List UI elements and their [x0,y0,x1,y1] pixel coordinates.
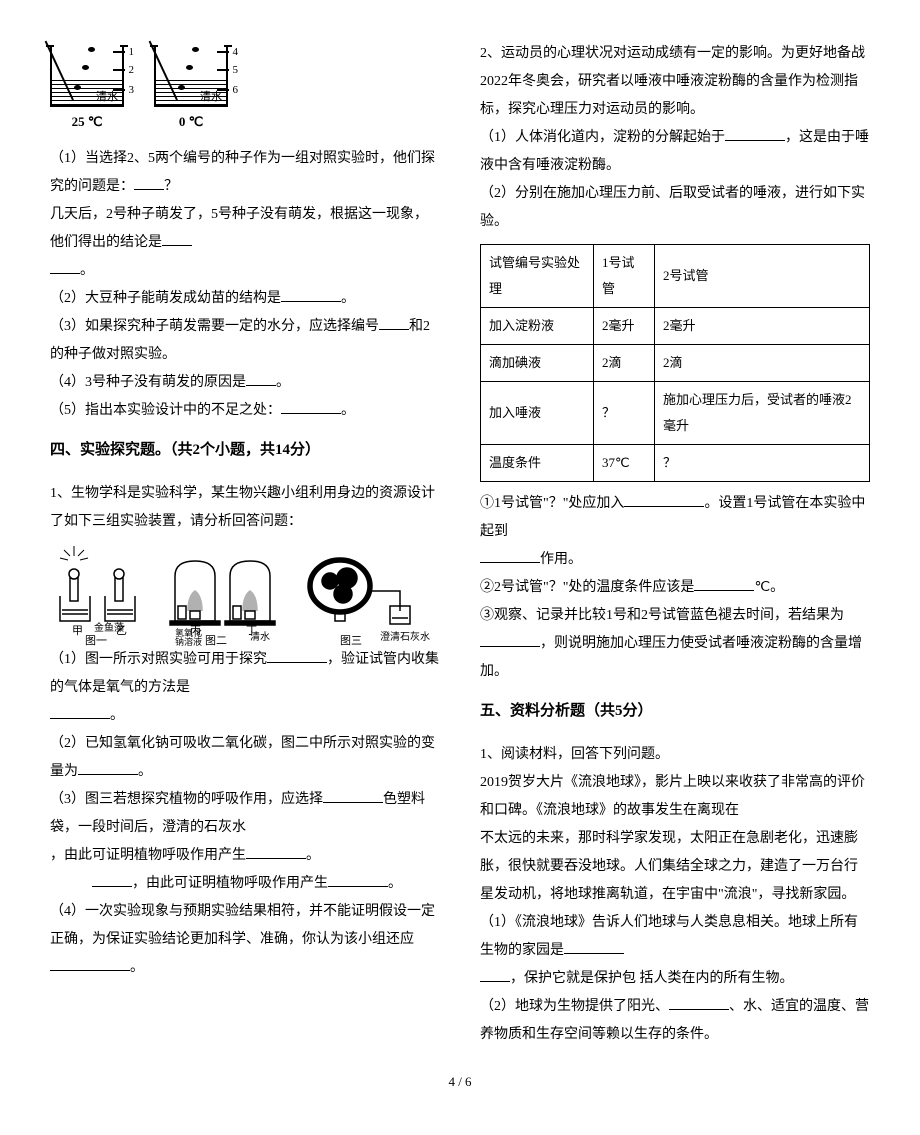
section-5-heading: 五、资料分析题（共5分） [480,696,870,726]
s5q2: （2）地球为生物提供了阳光、、水、适宜的温度、营养物质和生存空间等赖以生存的条件… [480,993,870,1049]
circled2: ②2号试管"？"处的温度条件应该是℃。 [480,574,870,602]
p2q1: （1）人体消化道内，淀粉的分解起始于，这是由于唾液中含有唾液淀粉酶。 [480,124,870,180]
s5p1: 2019贺岁大片《流浪地球》，影片上映以来收获了非常高的评价和口碑。《流浪地球》… [480,769,870,825]
circled1: ①1号试管"？"处应加入。设置1号试管在本实验中起到 [480,490,870,546]
beaker-diagram: 1 2 3 清水 25 ℃ 4 5 6 清水 0 ℃ [50,45,440,135]
s4q4: （4）一次实验现象与预期实验结果相符，并不能证明假设一定正确，为保证实验结论更加… [50,898,440,982]
experiment-figures: 甲 乙 金鱼藻 图一 丙 丁 氢氧化 钠溶液 清水 图二 澄清石灰水 图三 [50,536,440,646]
q1-text2: 几天后，2号种子萌发了，5号种子没有萌发，根据这一现象，他们得出的结论是 [50,201,440,257]
s4q3: （3）图三若想探究植物的呼吸作用，应选择色塑料袋，一段时间后，澄清的石灰水 [50,786,440,842]
temp-label-a: 25 ℃ [50,109,124,135]
q2-text: （2）大豆种子能萌发成幼苗的结构是。 [50,285,440,313]
p2q2: （2）分别在施加心理压力前、后取受试者的唾液，进行如下实验。 [480,180,870,236]
svg-text:图二: 图二 [205,634,227,646]
page-number: 4 / 6 [50,1069,870,1095]
experiment-table: 试管编号实验处理1号试管2号试管 加入淀粉液2毫升2毫升 滴加碘液2滴2滴 加入… [480,244,870,482]
s4q2: （2）已知氢氧化钠可吸收二氧化碳，图二中所示对照实验的变量为。 [50,730,440,786]
s5p2: 不太远的未来，那时科学家发现，太阳正在急剧老化，迅速膨胀，很快就要吞没地球。人们… [480,825,870,909]
q5-text: （5）指出本实验设计中的不足之处：。 [50,397,440,425]
q3-text: （3）如果探究种子萌发需要一定的水分，应选择编号和2的种子做对照实验。 [50,313,440,369]
svg-text:金鱼藻: 金鱼藻 [94,621,124,634]
p2-intro: 2、运动员的心理状况对运动成绩有一定的影响。为更好地备战2022年冬奥会，研究者… [480,40,870,124]
temp-label-b: 0 ℃ [154,109,228,135]
s4q1: （1）图一所示对照实验可用于探究，验证试管内收集的气体是氧气的方法是 [50,646,440,702]
circled3: ③观察、记录并比较1号和2号试管蓝色褪去时间，若结果为，则说明施加心理压力使受试… [480,602,870,686]
s5-1: 1、阅读材料，回答下列问题。 [480,741,870,769]
svg-text:甲: 甲 [72,625,83,637]
section-4-heading: 四、实验探究题。（共2个小题，共14分） [50,435,440,465]
svg-text:图三: 图三 [340,634,362,646]
svg-text:钠溶液: 钠溶液 [175,636,202,646]
svg-text:图一: 图一 [85,634,107,646]
q1-text: （1）当选择2、5两个编号的种子作为一组对照实验时，他们探究的问题是：？ [50,145,440,201]
q4-text: （4）3号种子没有萌发的原因是。 [50,369,440,397]
s5q1: （1）《流浪地球》告诉人们地球与人类息息相关。地球上所有生物的家园是 [480,909,870,965]
s4-intro: 1、生物学科是实验科学，某生物兴趣小组利用身边的资源设计了如下三组实验装置，请分… [50,480,440,536]
